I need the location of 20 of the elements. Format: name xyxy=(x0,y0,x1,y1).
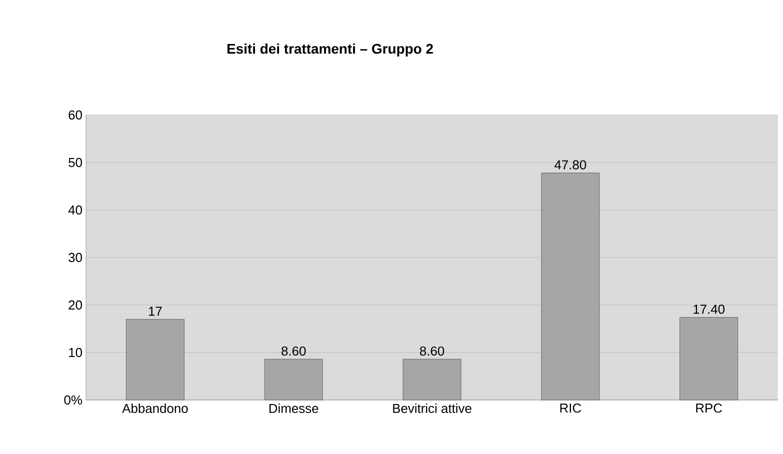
x-tick-label: Dimesse xyxy=(269,404,318,414)
x-tick-label: Bevitrici attive xyxy=(393,404,472,414)
bar xyxy=(402,358,462,400)
data-label: 47.80 xyxy=(554,160,586,170)
bar xyxy=(264,358,323,400)
data-label: 8.60 xyxy=(420,346,444,356)
data-label: 17.40 xyxy=(694,304,725,314)
chart-title: Esiti dei trattamenti – Gruppo 2 xyxy=(227,43,433,56)
y-tick-label: 30 xyxy=(68,252,82,262)
x-tick-label: Abbandono xyxy=(122,404,188,414)
data-label: 8.60 xyxy=(282,346,306,356)
data-label: 17 xyxy=(148,306,162,316)
x-tick-label: RPC xyxy=(696,404,722,413)
x-tick-label: RIC xyxy=(560,404,582,413)
y-tick-label: 60 xyxy=(68,110,82,120)
y-tick-label: 20 xyxy=(68,300,82,310)
y-tick-label: 40 xyxy=(68,205,82,215)
y-tick-label: 0% xyxy=(64,395,82,405)
y-tick-label: 10 xyxy=(69,348,82,358)
y-tick-label: 50 xyxy=(68,158,82,168)
